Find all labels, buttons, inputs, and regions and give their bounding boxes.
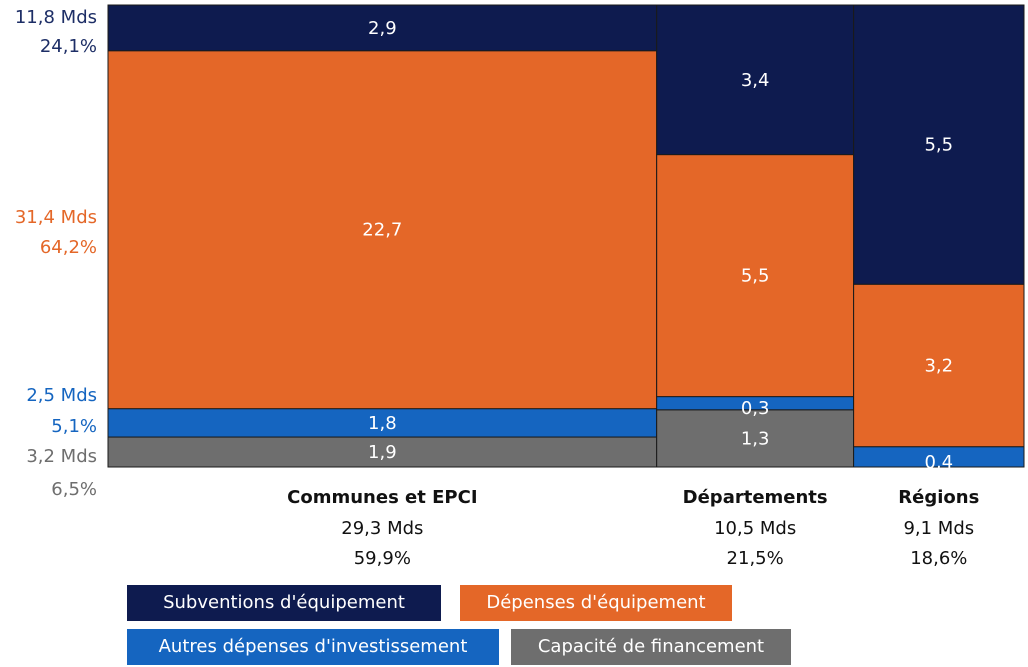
legend-item-subventions-d-equipement: Subventions d'équipement [127,585,441,621]
series-total-share-capacite-de-financement: 6,5% [51,479,97,500]
series-total-amount-autres-depenses-d-investissement: 2,5 Mds [26,385,97,406]
segment-communes-et-epci-subventions-d-equipement [107,4,658,52]
legend-item-autres-depenses-d-investissement: Autres dépenses d'investissement [127,629,499,665]
legend-item-capacite-de-financement: Capacité de financement [511,629,791,665]
series-total-amount-subventions-d-equipement: 11,8 Mds [15,7,97,28]
segment-departements-depenses-d-equipement [656,154,855,398]
series-total-amount-depenses-d-equipement: 31,4 Mds [15,207,97,228]
data-label-communes-et-epci-subventions-d-equipement: 2,9 [368,18,397,39]
data-label-regions-autres-depenses-d-investissement: 0,4 [924,452,953,473]
segment-communes-et-epci-capacite-de-financement [107,436,658,468]
data-label-departements-depenses-d-equipement: 5,5 [741,266,770,287]
category-total-regions: 9,1 Mds [903,518,974,539]
segment-departements-capacite-de-financement [656,409,855,468]
segment-regions-depenses-d-equipement [853,283,1025,448]
series-total-amount-capacite-de-financement: 3,2 Mds [26,446,97,467]
category-share-communes-et-epci: 59,9% [354,548,411,569]
category-total-departements: 10,5 Mds [714,518,796,539]
series-total-share-depenses-d-equipement: 64,2% [40,237,97,258]
category-total-communes-et-epci: 29,3 Mds [341,518,423,539]
segment-communes-et-epci-autres-depenses-d-investissement [107,408,658,438]
data-label-regions-depenses-d-equipement: 3,2 [924,355,953,376]
segment-regions-subventions-d-equipement [853,4,1025,285]
series-total-share-subventions-d-equipement: 24,1% [40,36,97,57]
category-share-departements: 21,5% [727,548,784,569]
category-share-regions: 18,6% [910,548,967,569]
data-label-departements-autres-depenses-d-investissement: 0,3 [741,398,770,419]
category-label-regions: Régions [898,487,979,508]
data-label-communes-et-epci-depenses-d-equipement: 22,7 [362,220,402,241]
data-label-regions-subventions-d-equipement: 5,5 [924,135,953,156]
data-label-communes-et-epci-autres-depenses-d-investissement: 1,8 [368,413,397,434]
series-total-share-autres-depenses-d-investissement: 5,1% [51,416,97,437]
category-label-communes-et-epci: Communes et EPCI [287,487,477,508]
data-label-departements-capacite-de-financement: 1,3 [741,428,770,449]
segment-departements-subventions-d-equipement [656,4,855,156]
legend-item-depenses-d-equipement: Dépenses d'équipement [460,585,732,621]
category-label-departements: Départements [683,487,828,508]
data-label-communes-et-epci-capacite-de-financement: 1,9 [368,442,397,463]
data-label-departements-subventions-d-equipement: 3,4 [741,70,770,91]
